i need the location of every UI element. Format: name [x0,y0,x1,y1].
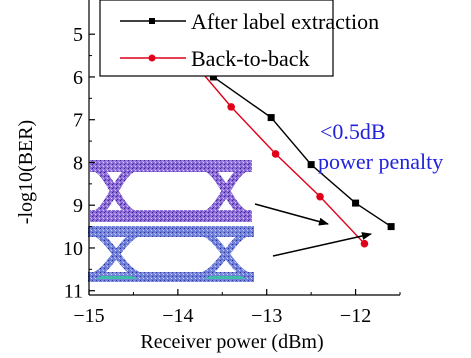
y-tick-label: 8 [73,152,83,174]
data-point [316,192,324,201]
data-point [271,150,280,158]
x-tick-label: −15 [73,305,104,327]
legend-square-marker [149,18,155,24]
y-tick-label: 6 [73,67,83,89]
eye-diagram-inset-back-to-back [86,224,256,286]
x-tick-label: −13 [251,305,282,327]
data-point [227,103,235,111]
legend-box [99,0,334,77]
x-axis-label: Receiver power (dBm) [140,331,323,353]
data-point [209,73,217,81]
x-tick-label: −14 [162,305,193,327]
y-axis-label: -log10(BER) [15,120,37,224]
x-tick-label: −12 [340,305,371,327]
inset-arrow-lower [272,232,372,257]
y-tick-label: 10 [63,238,83,260]
annotation-line-2: power penalty [318,149,443,174]
data-point [352,199,360,207]
legend-item-after-extraction: After label extraction [120,9,379,34]
legend-circle-marker [148,54,156,62]
tick-layer: −15 −14 −13 −12 5 6 7 8 9 10 11 [63,24,401,327]
inset-arrow-upper [254,203,329,226]
data-point [267,114,275,122]
y-tick-label: 9 [73,195,83,217]
data-point [307,161,315,169]
y-tick-label: 7 [73,110,83,132]
legend-label-back-to-back: Back-to-back [191,46,310,71]
data-point [387,223,395,231]
eye-diagram-icon [89,160,253,222]
legend-label-after-extraction: After label extraction [191,9,379,34]
eye-diagram-inset-after-extraction [88,158,254,224]
y-tick-label: 5 [73,24,83,46]
legend: After label extraction Back-to-back [99,0,379,77]
y-tick-label: 11 [64,281,83,303]
data-point [360,239,369,248]
eye-diagram-icon [87,226,255,282]
legend-item-back-to-back: Back-to-back [120,46,310,71]
axes [88,0,400,296]
annotation-line-1: <0.5dB [320,119,386,144]
